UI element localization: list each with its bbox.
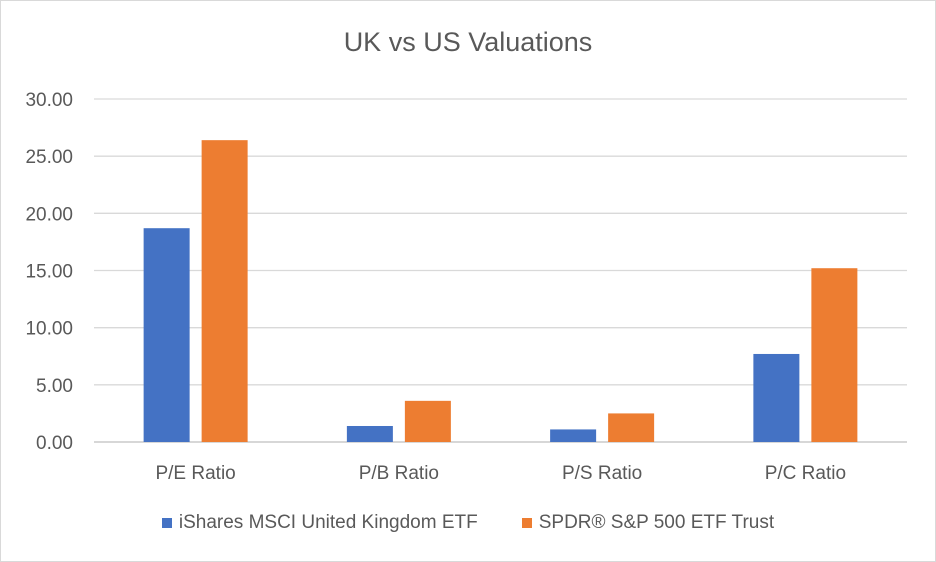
x-tick-label: P/S Ratio — [562, 463, 642, 484]
x-tick-label: P/C Ratio — [765, 463, 846, 484]
bar-us — [201, 140, 248, 442]
chart-title: UK vs US Valuations — [343, 27, 593, 57]
bar-us — [811, 268, 858, 442]
bar-us — [608, 413, 655, 442]
y-tick-label: 30.00 — [25, 90, 73, 111]
legend-label-us: SPDR® S&P 500 ETF Trust — [538, 512, 775, 533]
legend-item-uk: iShares MSCI United Kingdom ETF — [161, 512, 478, 534]
bar-uk — [143, 228, 190, 442]
bar-uk — [753, 353, 800, 442]
legend-label-uk: iShares MSCI United Kingdom ETF — [178, 512, 478, 533]
legend: iShares MSCI United Kingdom ETF SPDR® S&… — [1, 512, 935, 534]
x-tick-label: P/E Ratio — [155, 463, 235, 484]
legend-swatch-uk — [161, 518, 172, 528]
y-tick-label: 25.00 — [25, 147, 73, 168]
y-tick-label: 5.00 — [36, 376, 73, 397]
bar-us — [404, 400, 451, 442]
y-tick-label: 20.00 — [25, 204, 73, 225]
bar-uk — [550, 429, 597, 442]
y-tick-label: 15.00 — [25, 262, 73, 283]
y-tick-label: 10.00 — [25, 319, 73, 340]
bar-uk — [346, 425, 393, 442]
legend-swatch-us — [521, 518, 532, 528]
legend-item-us: SPDR® S&P 500 ETF Trust — [521, 512, 775, 534]
y-tick-label: 0.00 — [36, 433, 73, 454]
bar-chart: 0.00 5.00 10.00 15.00 20.00 25.00 30.00 P/E Rat… — [25, 90, 907, 484]
x-tick-label: P/B Ratio — [359, 463, 439, 484]
